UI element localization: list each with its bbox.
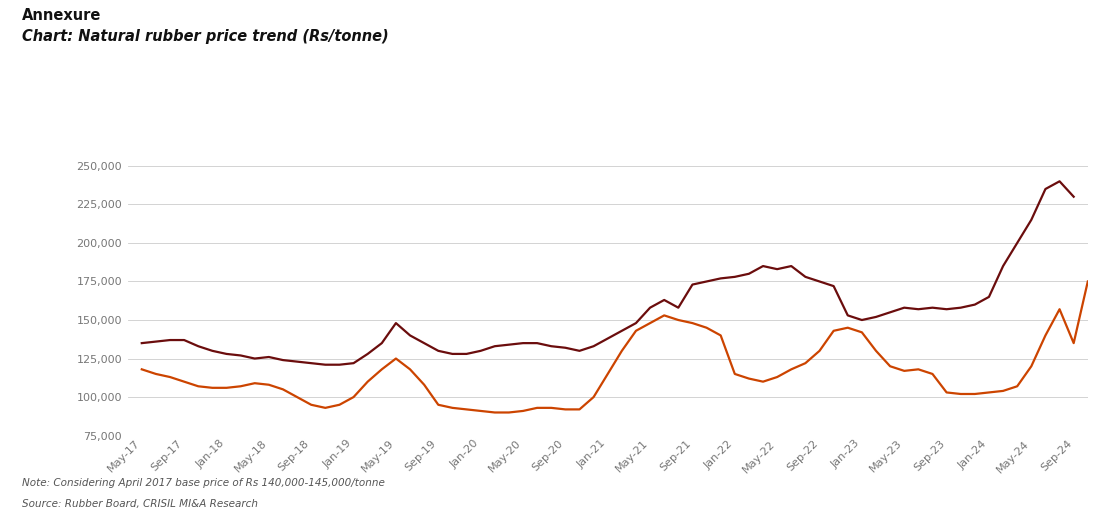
Text: Chart: Natural rubber price trend (Rs/tonne): Chart: Natural rubber price trend (Rs/to… — [22, 29, 388, 44]
Text: Note: Considering April 2017 base price of Rs 140,000-145,000/tonne: Note: Considering April 2017 base price … — [22, 478, 385, 488]
Text: Source: Rubber Board, CRISIL MI&A Research: Source: Rubber Board, CRISIL MI&A Resear… — [22, 499, 259, 509]
Text: Annexure: Annexure — [22, 8, 102, 23]
